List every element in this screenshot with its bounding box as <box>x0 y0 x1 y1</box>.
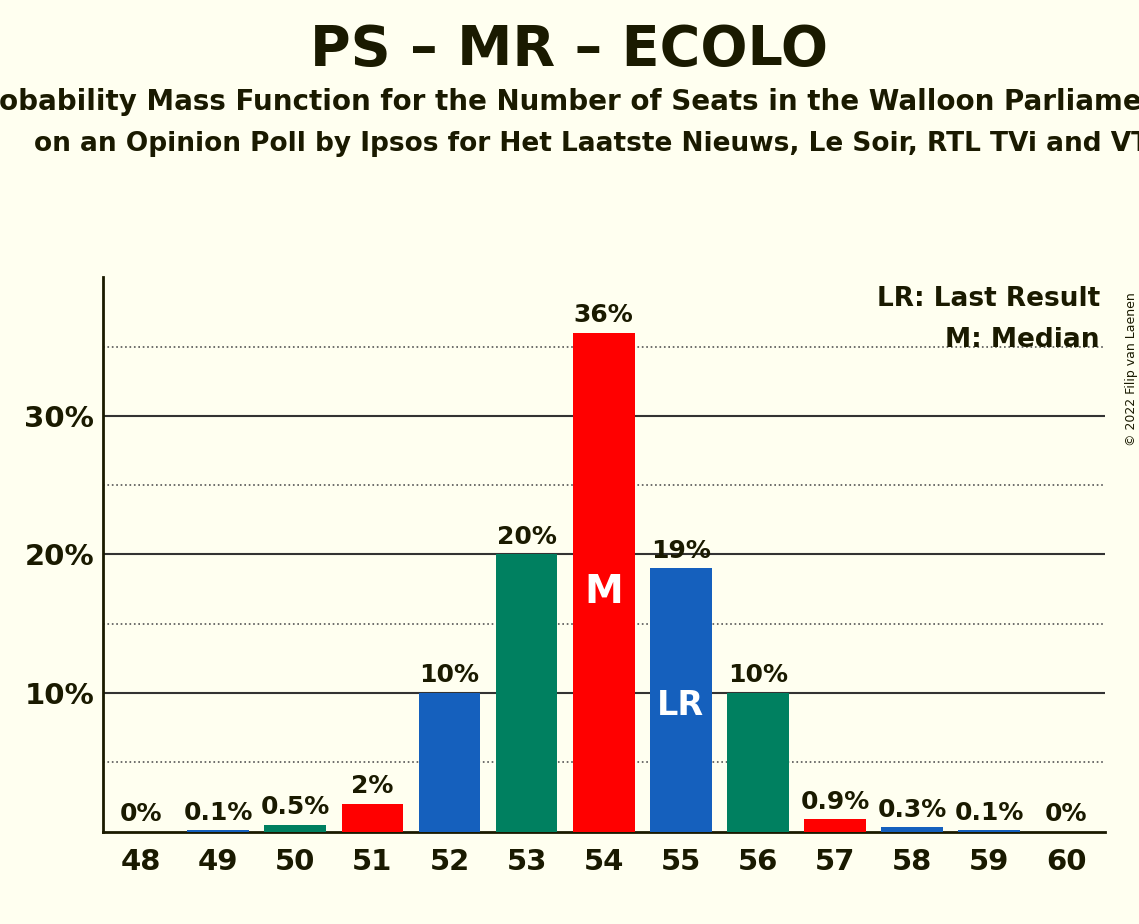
Text: 2%: 2% <box>351 774 394 798</box>
Bar <box>804 819 866 832</box>
Text: 0.1%: 0.1% <box>183 801 253 824</box>
Text: 0.5%: 0.5% <box>261 796 330 819</box>
Bar <box>187 830 249 832</box>
Text: 0%: 0% <box>1044 802 1088 826</box>
Text: on an Opinion Poll by Ipsos for Het Laatste Nieuws, Le Soir, RTL TVi and VTM, 1–: on an Opinion Poll by Ipsos for Het Laat… <box>34 131 1139 157</box>
Text: 10%: 10% <box>728 663 788 687</box>
Text: PS – MR – ECOLO: PS – MR – ECOLO <box>311 23 828 77</box>
Text: LR: LR <box>657 688 704 722</box>
Text: 0.1%: 0.1% <box>954 801 1024 824</box>
Bar <box>958 830 1021 832</box>
Bar <box>650 568 712 832</box>
Text: LR: Last Result: LR: Last Result <box>877 286 1100 311</box>
Bar <box>573 333 634 832</box>
Text: 10%: 10% <box>419 663 480 687</box>
Text: © 2022 Filip van Laenen: © 2022 Filip van Laenen <box>1124 293 1138 446</box>
Text: 19%: 19% <box>650 539 711 563</box>
Text: M: M <box>584 573 623 611</box>
Bar <box>882 828 943 832</box>
Text: 20%: 20% <box>497 525 557 549</box>
Text: Probability Mass Function for the Number of Seats in the Walloon Parliament: Probability Mass Function for the Number… <box>0 88 1139 116</box>
Bar <box>342 804 403 832</box>
Bar <box>495 554 557 832</box>
Text: 0%: 0% <box>120 802 163 826</box>
Bar <box>264 824 326 832</box>
Bar <box>419 693 481 832</box>
Text: 36%: 36% <box>574 303 633 327</box>
Text: M: Median: M: Median <box>945 327 1100 353</box>
Text: 0.3%: 0.3% <box>877 798 947 822</box>
Bar <box>727 693 788 832</box>
Text: 0.9%: 0.9% <box>801 790 869 813</box>
